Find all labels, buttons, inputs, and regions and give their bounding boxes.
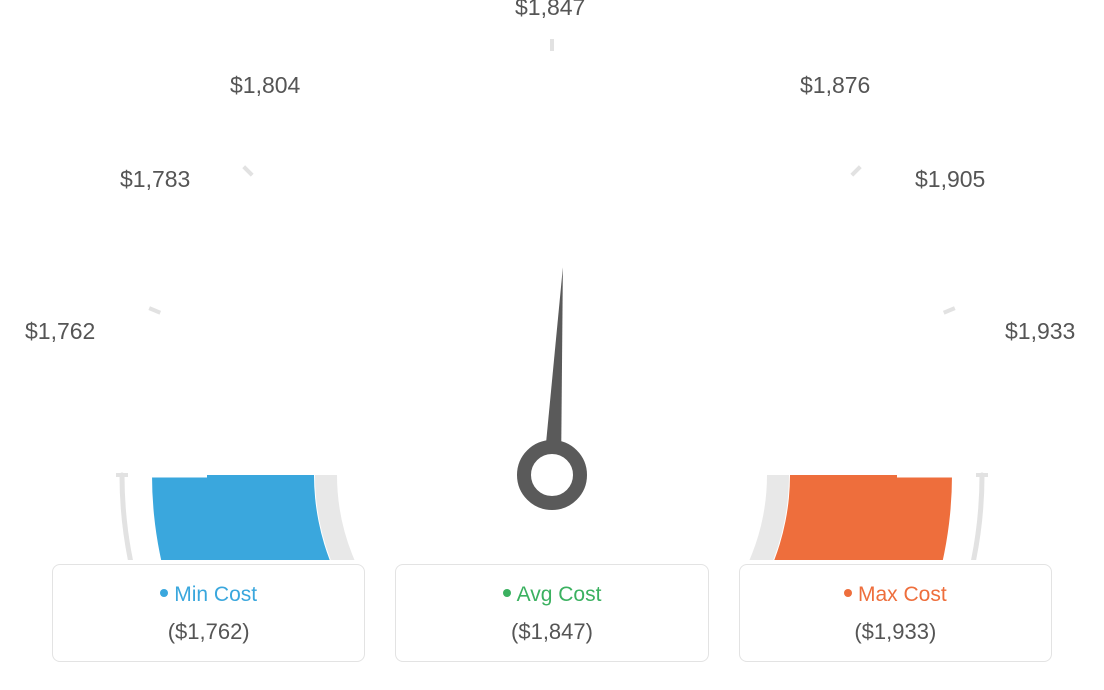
gauge-tick-label: $1,876 xyxy=(800,72,870,99)
legend-title-min: Min Cost xyxy=(63,583,354,607)
legend-title-min-text: Min Cost xyxy=(174,583,257,606)
gauge-svg xyxy=(0,0,1104,560)
cost-gauge-chart: $1,762 $1,783 $1,804 $1,847 $1,876 $1,905 $1,9… xyxy=(0,0,1104,690)
gauge-tick-label: $1,762 xyxy=(25,318,95,345)
gauge-tick-label: $1,847 xyxy=(515,0,585,21)
legend-dot-avg xyxy=(503,589,511,597)
gauge-area: $1,762 $1,783 $1,804 $1,847 $1,876 $1,905 $1,9… xyxy=(0,0,1104,560)
legend-title-max: Max Cost xyxy=(750,583,1041,607)
legend-value-avg: ($1,847) xyxy=(406,619,697,645)
legend-value-max: ($1,933) xyxy=(750,619,1041,645)
legend-title-max-text: Max Cost xyxy=(858,583,947,606)
legend-title-avg-text: Avg Cost xyxy=(517,583,602,606)
legend-dot-min xyxy=(160,589,168,597)
legend-card-min: Min Cost ($1,762) xyxy=(52,564,365,662)
gauge-tick-label: $1,933 xyxy=(1005,318,1075,345)
legend-row: Min Cost ($1,762) Avg Cost ($1,847) Max … xyxy=(52,564,1052,662)
legend-title-avg: Avg Cost xyxy=(406,583,697,607)
legend-card-avg: Avg Cost ($1,847) xyxy=(395,564,708,662)
gauge-tick-label: $1,905 xyxy=(915,166,985,193)
legend-dot-max xyxy=(844,589,852,597)
legend-value-min: ($1,762) xyxy=(63,619,354,645)
gauge-tick-label: $1,783 xyxy=(120,166,190,193)
legend-card-max: Max Cost ($1,933) xyxy=(739,564,1052,662)
gauge-tick-label: $1,804 xyxy=(230,72,300,99)
